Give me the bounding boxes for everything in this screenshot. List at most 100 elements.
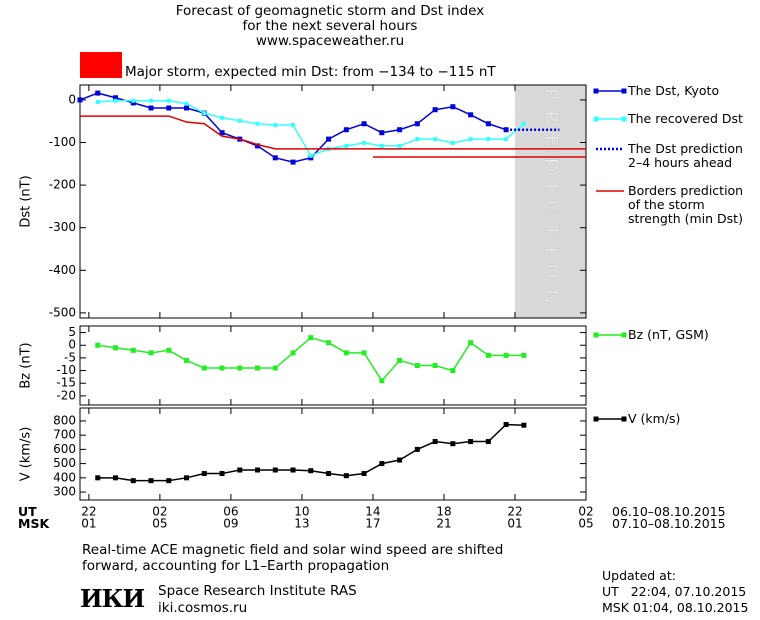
marker (379, 130, 385, 136)
legend-marker (593, 88, 599, 94)
title-line: www.spaceweather.ru (255, 33, 405, 49)
y-tick-label: -10 (56, 363, 76, 377)
marker (326, 136, 332, 142)
marker (468, 112, 474, 118)
legend-label: Borders prediction of the storm strength… (628, 183, 744, 226)
x-tick-label-msk: 13 (294, 517, 309, 531)
x-tick-label-msk: 05 (578, 517, 593, 531)
marker (414, 363, 420, 368)
ut-range: 06.10–08.10.2015 (612, 504, 726, 519)
marker (397, 357, 403, 363)
marker (326, 471, 332, 477)
marker (219, 365, 225, 371)
marker (95, 475, 101, 481)
x-tick-label: 18 (436, 505, 451, 519)
y-tick-label: 700 (53, 428, 76, 442)
title-line: Forecast of geomagnetic storm and Dst in… (175, 3, 485, 19)
marker (113, 475, 119, 481)
marker (308, 153, 313, 158)
marker (113, 95, 119, 101)
marker (486, 137, 491, 142)
marker (113, 345, 119, 351)
marker (450, 104, 456, 110)
y-axis-label: Bz (nT) (19, 342, 34, 388)
marker (166, 98, 171, 103)
marker (432, 439, 438, 445)
marker (184, 357, 190, 363)
y-axis-label: V (km/s) (19, 427, 34, 482)
marker (130, 347, 136, 353)
institute: Space Research Institute RAS (158, 583, 357, 599)
y-tick-label: 600 (53, 442, 76, 456)
marker (95, 342, 101, 348)
marker (166, 105, 172, 111)
panel-frame (79, 84, 587, 319)
marker (379, 143, 384, 148)
x-tick-label-msk: 17 (365, 517, 380, 531)
marker (432, 107, 438, 113)
marker (326, 340, 332, 346)
note-line: forward, accounting for L1–Earth propaga… (82, 558, 390, 574)
updated-msk: MSK 01:04, 08.10.2015 (602, 600, 749, 615)
x-tick-label: 02 (152, 505, 167, 519)
marker (273, 123, 278, 128)
logo: ИКИ (80, 584, 145, 613)
marker (272, 155, 278, 161)
marker (290, 350, 296, 356)
msk-label: MSK (18, 516, 50, 531)
y-tick-label: -300 (49, 220, 76, 234)
legend-label: The Dst prediction 2–4 hours ahead (628, 141, 743, 170)
marker (148, 105, 154, 111)
marker (468, 439, 474, 445)
marker (397, 143, 402, 148)
marker (290, 159, 296, 165)
marker (130, 478, 136, 484)
marker (255, 365, 261, 371)
y-tick-label: 500 (53, 456, 76, 470)
x-tick-label: 02 (578, 505, 593, 519)
marker (237, 118, 242, 123)
x-tick-label: 14 (365, 505, 380, 519)
marker (485, 121, 491, 127)
marker (485, 352, 491, 358)
title: Forecast of geomagnetic storm and Dst in… (80, 4, 580, 49)
marker (113, 98, 118, 103)
marker (219, 130, 225, 136)
marker (485, 439, 491, 445)
y-tick-label: -500 (49, 305, 76, 319)
marker (255, 121, 260, 126)
marker (148, 478, 154, 484)
marker (149, 98, 154, 103)
y-tick-label: 0 (68, 338, 76, 352)
y-tick-label: -100 (49, 135, 76, 149)
marker (343, 127, 349, 133)
prediction-label: PREDICTION (540, 88, 562, 315)
series-line (79, 92, 507, 163)
marker (219, 471, 225, 477)
panel-frame (79, 325, 587, 406)
y-tick-label: 5 (68, 325, 76, 339)
marker (308, 155, 314, 161)
x-tick-label-msk: 01 (507, 517, 522, 531)
marker (343, 350, 349, 356)
series-line (80, 115, 586, 150)
marker (201, 471, 207, 477)
marker (184, 475, 190, 481)
marker (166, 347, 172, 353)
y-tick-label: -15 (56, 376, 76, 390)
marker (291, 123, 296, 128)
marker (130, 100, 136, 106)
marker (450, 368, 456, 374)
marker (272, 467, 278, 473)
marker (237, 365, 243, 371)
ut-label: UT (18, 504, 37, 519)
marker (379, 378, 385, 384)
x-tick-label-msk: 05 (152, 517, 167, 531)
marker (201, 365, 207, 371)
storm-color (80, 52, 122, 78)
x-tick-label: 10 (294, 505, 309, 519)
marker (432, 363, 438, 368)
marker (504, 137, 509, 142)
